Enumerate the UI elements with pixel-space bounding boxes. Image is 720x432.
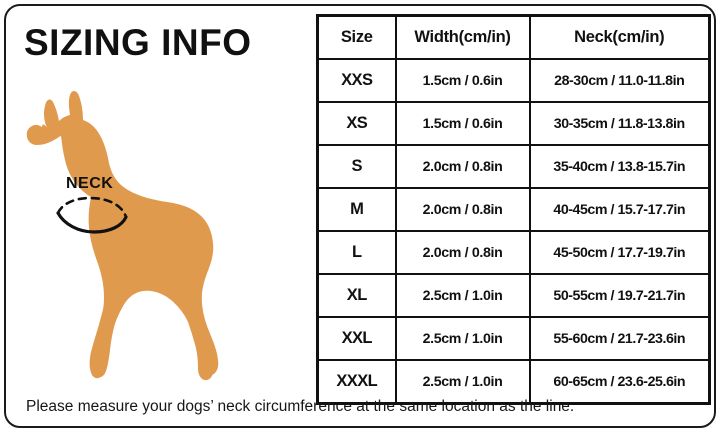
neck-measure-ellipse	[56, 196, 128, 234]
cell-width: 2.5cm / 1.0in	[394, 316, 531, 361]
measurement-instruction: Please measure your dogs’ neck circumfer…	[26, 398, 575, 415]
cell-width: 1.5cm / 0.6in	[394, 101, 531, 146]
cell-neck: 50-55cm / 19.7-21.7in	[528, 273, 711, 318]
cell-size: S	[316, 144, 397, 189]
cell-size: XS	[316, 101, 397, 146]
cell-size: XL	[316, 273, 397, 318]
table-header-row: Size Width(cm/in) Neck(cm/in)	[316, 14, 711, 60]
header-size: Size	[316, 14, 397, 60]
size-table-container: Size Width(cm/in) Neck(cm/in) XXS 1.5cm …	[316, 14, 711, 405]
cell-size: M	[316, 187, 397, 232]
cell-size: XXXL	[316, 359, 397, 405]
cell-width: 2.5cm / 1.0in	[394, 273, 531, 318]
table-body: XXS 1.5cm / 0.6in 28-30cm / 11.0-11.8in …	[316, 58, 711, 405]
header-neck: Neck(cm/in)	[528, 14, 711, 60]
page-title: SIZING INFO	[24, 22, 252, 63]
cell-neck: 28-30cm / 11.0-11.8in	[528, 58, 711, 103]
cell-size: L	[316, 230, 397, 275]
cell-size: XXS	[316, 58, 397, 103]
cell-neck: 55-60cm / 21.7-23.6in	[528, 316, 711, 361]
neck-label: NECK	[66, 175, 113, 192]
cell-width: 2.0cm / 0.8in	[394, 187, 531, 232]
size-table: Size Width(cm/in) Neck(cm/in) XXS 1.5cm …	[316, 14, 711, 405]
cell-neck: 30-35cm / 11.8-13.8in	[528, 101, 711, 146]
cell-width: 2.0cm / 0.8in	[394, 230, 531, 275]
table-row: XXXL 2.5cm / 1.0in 60-65cm / 23.6-25.6in	[316, 359, 711, 405]
table-row: XXL 2.5cm / 1.0in 55-60cm / 21.7-23.6in	[316, 316, 711, 361]
cell-neck: 45-50cm / 17.7-19.7in	[528, 230, 711, 275]
cell-width: 2.5cm / 1.0in	[394, 359, 531, 405]
dog-illustration: NECK	[14, 84, 310, 384]
cell-neck: 35-40cm / 13.8-15.7in	[528, 144, 711, 189]
table-row: XL 2.5cm / 1.0in 50-55cm / 19.7-21.7in	[316, 273, 711, 318]
left-panel: SIZING INFO NECK	[6, 6, 310, 388]
cell-neck: 60-65cm / 23.6-25.6in	[528, 359, 711, 405]
cell-neck: 40-45cm / 15.7-17.7in	[528, 187, 711, 232]
cell-width: 2.0cm / 0.8in	[394, 144, 531, 189]
table-header: Size Width(cm/in) Neck(cm/in)	[316, 14, 711, 60]
table-row: XXS 1.5cm / 0.6in 28-30cm / 11.0-11.8in	[316, 58, 711, 103]
table-row: M 2.0cm / 0.8in 40-45cm / 15.7-17.7in	[316, 187, 711, 232]
dog-body-shape	[26, 90, 219, 381]
cell-width: 1.5cm / 0.6in	[394, 58, 531, 103]
header-width: Width(cm/in)	[394, 14, 531, 60]
table-row: L 2.0cm / 0.8in 45-50cm / 17.7-19.7in	[316, 230, 711, 275]
table-row: S 2.0cm / 0.8in 35-40cm / 13.8-15.7in	[316, 144, 711, 189]
table-row: XS 1.5cm / 0.6in 30-35cm / 11.8-13.8in	[316, 101, 711, 146]
cell-size: XXL	[316, 316, 397, 361]
